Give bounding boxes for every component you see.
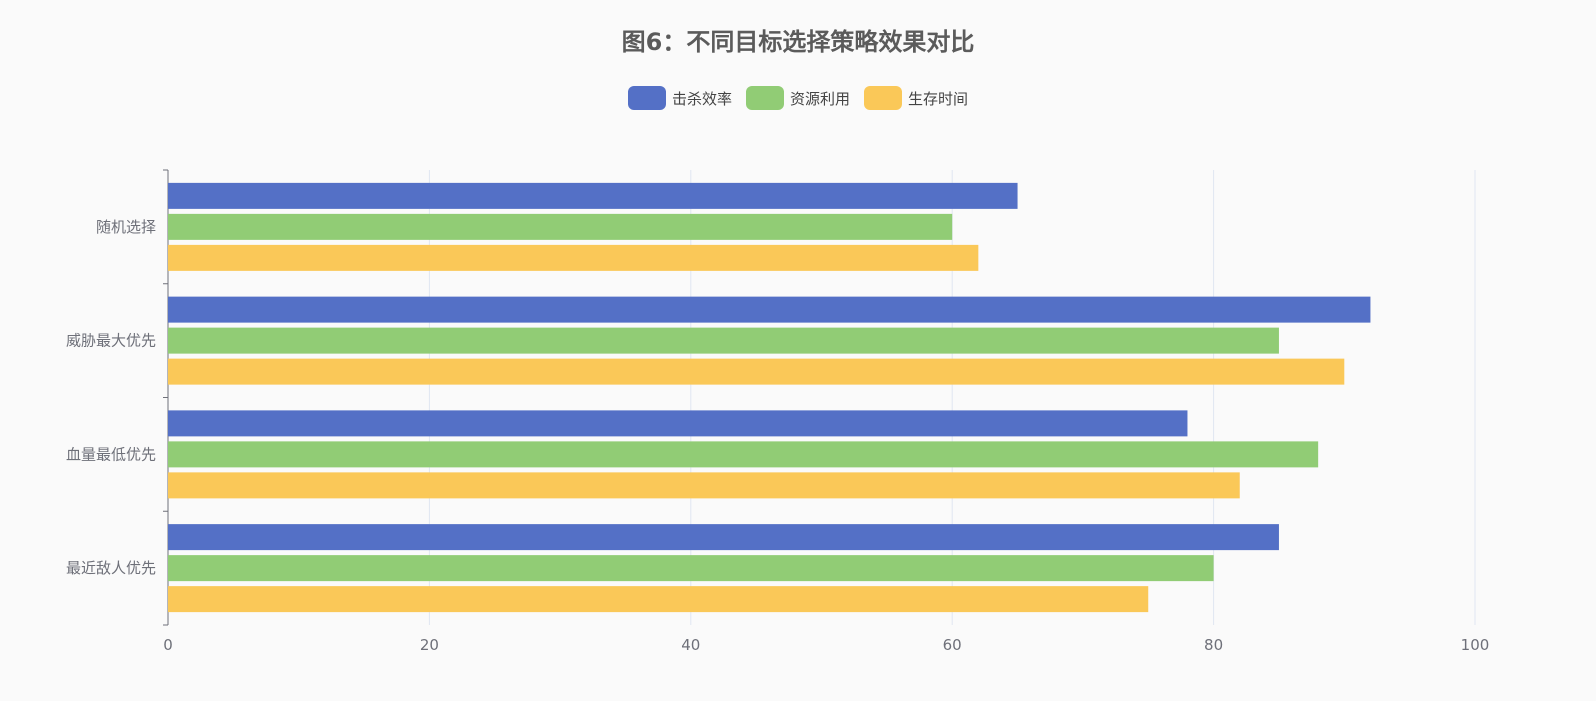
legend-item-0[interactable]: 击杀效率 [627, 86, 732, 110]
legend-swatch-0 [627, 86, 666, 110]
chart-title: 图6：不同目标选择策略效果对比 [621, 28, 975, 56]
bar-0-2 [168, 244, 979, 271]
legend-swatch-1 [745, 86, 784, 110]
y-category-label-3: 最近敌人优先 [66, 559, 156, 577]
legend: 击杀效率 资源利用 生存时间 [0, 86, 1596, 110]
bar-1-1 [168, 327, 1279, 354]
legend-label-1: 资源利用 [789, 89, 850, 108]
x-tick-label-0: 0 [163, 636, 173, 654]
legend-label-2: 生存时间 [908, 89, 969, 108]
bar-3-1 [168, 555, 1214, 582]
bar-3-0 [168, 524, 1279, 551]
bar-2-2 [168, 472, 1240, 499]
legend-item-1[interactable]: 资源利用 [745, 86, 850, 110]
legend-label-0: 击杀效率 [671, 89, 732, 108]
y-category-label-1: 威胁最大优先 [66, 332, 156, 350]
bar-3-2 [168, 586, 1149, 613]
y-category-label-0: 随机选择 [96, 218, 156, 236]
bar-2-0 [168, 410, 1188, 437]
bar-0-0 [168, 182, 1018, 209]
bar-1-2 [168, 358, 1345, 385]
x-tick-label-2: 40 [681, 636, 700, 654]
x-tick-label-1: 20 [420, 636, 439, 654]
x-tick-label-3: 60 [943, 636, 962, 654]
y-category-label-2: 血量最低优先 [66, 445, 156, 463]
bar-1-0 [168, 296, 1371, 323]
legend-item-2[interactable]: 生存时间 [864, 86, 968, 110]
legend-swatch-2 [864, 86, 902, 110]
bar-0-1 [168, 213, 953, 240]
bar-2-1 [168, 441, 1319, 468]
x-tick-label-5: 100 [1461, 636, 1490, 654]
x-tick-label-4: 80 [1204, 636, 1223, 654]
